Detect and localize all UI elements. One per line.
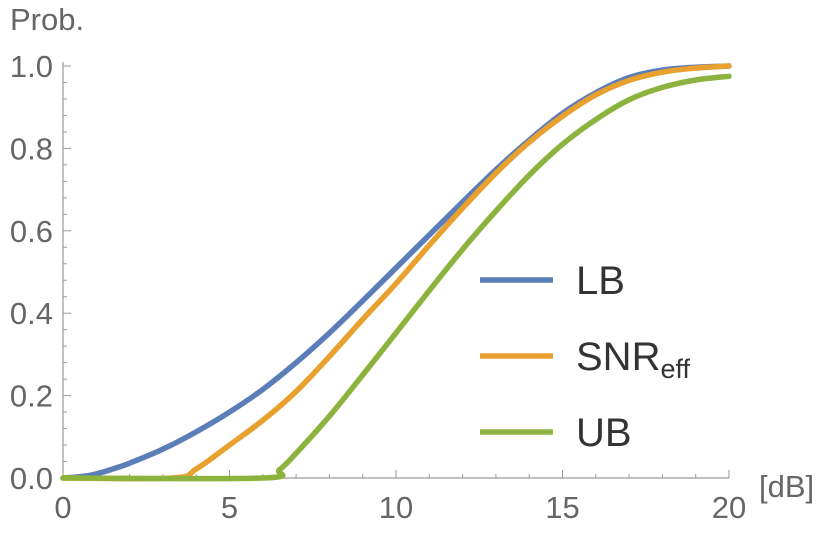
legend: LB SNReff UB [480, 259, 690, 455]
y-axis-label: Prob. [10, 2, 84, 37]
x-tick-label: 15 [545, 490, 579, 525]
legend-label: SNReff [576, 335, 690, 384]
y-tick-label: 1.0 [10, 49, 53, 84]
legend-label: LB [576, 259, 625, 303]
legend-item-2: SNReff [480, 335, 690, 384]
x-tick-label: 10 [379, 490, 413, 525]
legend-item-3: UB [480, 411, 632, 455]
x-tick-label: 20 [712, 490, 746, 525]
y-tick-label: 0.6 [10, 214, 53, 249]
x-axis-label: [dB] [759, 469, 814, 504]
y-tick-label: 0.8 [10, 131, 53, 166]
legend-item-1: LB [480, 259, 625, 303]
x-tick-label: 5 [221, 490, 238, 525]
series-lines [60, 63, 732, 482]
y-tick-label: 0.2 [10, 379, 53, 414]
series-line-3 [60, 73, 732, 482]
x-tick-label: 0 [54, 490, 71, 525]
y-tick-label: 0.4 [10, 296, 53, 331]
axes: 0 5 10 15 20 0.0 0.2 0.4 0.6 0.8 1.0 [10, 49, 746, 525]
legend-label: UB [576, 411, 632, 455]
y-tick-label: 0.0 [10, 461, 53, 496]
series-line-2 [60, 63, 732, 482]
